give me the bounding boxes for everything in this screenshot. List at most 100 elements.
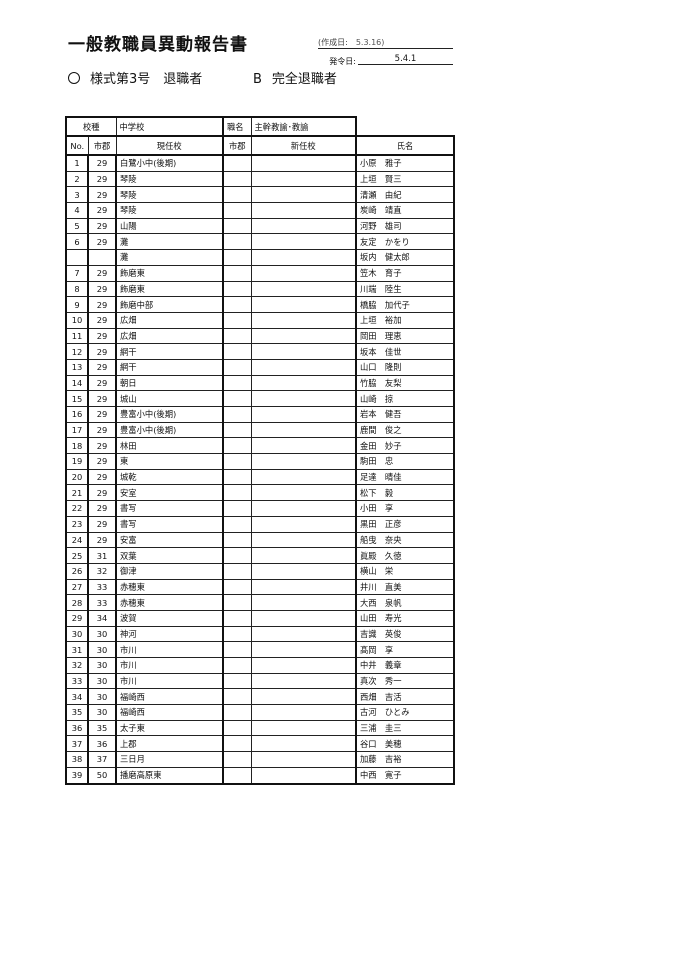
row-name: 坂本 佳世 [355,343,455,360]
row-city: 29 [87,437,117,455]
row-name: 髙岡 享 [355,641,455,658]
col-name: 氏名 [355,135,455,156]
row-new-school [250,719,357,737]
row-city: 29 [87,468,117,486]
row-new-school [250,468,357,486]
row-no: 30 [65,625,89,643]
row-name: 谷口 美穂 [355,735,455,753]
col-new-school: 新任校 [250,135,357,156]
row-new-school [250,672,357,690]
row-current-school: 市川 [115,657,224,674]
retirement-category: B 完全退職者 [253,68,337,87]
row-new-school [250,390,357,407]
row-new-school [250,484,357,502]
row-new-city [222,343,252,360]
row-current-school: 福崎西 [115,704,224,721]
row-name: 松下 毅 [355,484,455,502]
row-city: 29 [87,515,117,533]
row-new-school [250,704,357,721]
table-row: 30 30 神河 吉識 英俊 [65,625,455,643]
row-city: 33 [87,594,117,611]
row-new-school [250,578,357,596]
row-new-city [222,704,252,721]
row-new-school [250,154,357,172]
table-row: 4 29 琴陵 炭崎 靖直 [65,202,455,219]
row-current-school: 豊富小中(後期) [115,406,224,423]
row-no: 19 [65,453,89,470]
row-current-school: 福崎西 [115,688,224,706]
table-row: 38 37 三日月 加藤 吉裕 [65,751,455,768]
row-name: 中西 寛子 [355,766,455,785]
row-city: 37 [87,751,117,768]
row-new-city [222,437,252,455]
row-new-city [222,751,252,768]
position-label: 職名 [222,116,252,137]
row-name: 上垣 裕加 [355,311,455,329]
row-current-school: 山陽 [115,217,224,235]
row-new-city [222,374,252,392]
row-new-city [222,735,252,753]
row-name: 小田 享 [355,500,455,517]
row-city: 29 [87,202,117,219]
row-current-school: 市川 [115,672,224,690]
row-name: 黒田 正彦 [355,515,455,533]
row-current-school: 波賀 [115,609,224,627]
row-new-city [222,249,252,266]
row-city: 30 [87,657,117,674]
row-no: 33 [65,672,89,690]
row-new-city [222,531,252,549]
row-current-school: 上郡 [115,735,224,753]
row-new-school [250,296,357,313]
table-row: 7 29 飾磨東 笠木 育子 [65,264,455,282]
created-date: (作成日: 5.3.16) [318,37,453,49]
row-name: 山崎 掠 [355,390,455,407]
row-no: 23 [65,515,89,533]
row-new-school [250,735,357,753]
row-current-school: 書写 [115,500,224,517]
row-new-school [250,751,357,768]
row-no: 22 [65,500,89,517]
row-no: 12 [65,343,89,360]
row-no [65,249,89,266]
row-new-school [250,562,357,580]
row-city: 29 [87,186,117,204]
row-no: 38 [65,751,89,768]
row-new-school [250,688,357,706]
table-row: 1 29 白鷺小中(後期) 小原 雅子 [65,154,455,172]
row-new-city [222,390,252,407]
row-no: 9 [65,296,89,313]
row-name: 駒田 忠 [355,453,455,470]
row-city: 29 [87,421,117,439]
issued-date: 5.4.1 [358,54,453,65]
row-no: 18 [65,437,89,455]
col-no: No. [65,135,89,156]
row-no: 4 [65,202,89,219]
row-name: 古河 ひとみ [355,704,455,721]
row-new-school [250,657,357,674]
table-row: 3 29 琴陵 清瀬 由紀 [65,186,455,204]
blank-cell [356,117,454,136]
row-new-school [250,437,357,455]
row-current-school: 市川 [115,641,224,658]
row-city: 50 [87,766,117,785]
row-name: 岩本 健吾 [355,406,455,423]
row-current-school: 広畑 [115,311,224,329]
row-new-city [222,657,252,674]
row-name: 竹脇 友梨 [355,374,455,392]
row-no: 28 [65,594,89,611]
row-new-city [222,688,252,706]
table-row: 25 31 双葉 眞殿 久徳 [65,547,455,564]
row-city: 30 [87,704,117,721]
table-row: 14 29 朝日 竹脇 友梨 [65,374,455,392]
table-row: 23 29 書写 黒田 正彦 [65,515,455,533]
row-city: 30 [87,672,117,690]
row-current-school: 琴陵 [115,170,224,188]
row-no: 29 [65,609,89,627]
row-current-school: 城乾 [115,468,224,486]
table-row: 22 29 書写 小田 享 [65,500,455,517]
row-city: 30 [87,625,117,643]
row-new-school [250,453,357,470]
row-city: 29 [87,296,117,313]
row-name: 三浦 圭三 [355,719,455,737]
row-no: 17 [65,421,89,439]
